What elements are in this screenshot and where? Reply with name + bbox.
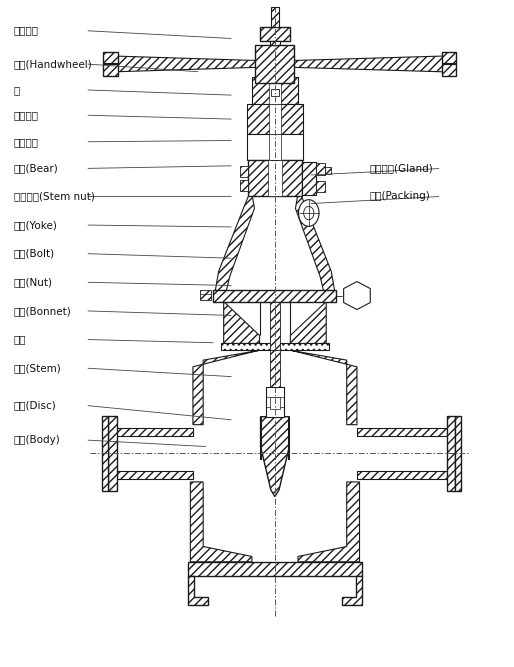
- Bar: [270, 301, 280, 350]
- Polygon shape: [344, 281, 370, 309]
- Polygon shape: [289, 350, 357, 425]
- Polygon shape: [188, 576, 208, 605]
- Bar: [240, 166, 248, 177]
- Polygon shape: [357, 471, 447, 479]
- Polygon shape: [298, 482, 359, 562]
- Polygon shape: [290, 301, 326, 344]
- Bar: [270, 350, 280, 417]
- Polygon shape: [221, 344, 329, 350]
- Polygon shape: [116, 471, 193, 479]
- Polygon shape: [188, 562, 362, 576]
- Bar: [252, 77, 298, 104]
- Bar: [247, 134, 303, 161]
- Text: 锁紧螺母: 锁紧螺母: [13, 25, 39, 35]
- Bar: [455, 416, 461, 491]
- Polygon shape: [108, 416, 117, 491]
- Text: 手轮(Handwheel): 手轮(Handwheel): [13, 59, 92, 69]
- Bar: [269, 134, 281, 161]
- Text: 轴承(Bear): 轴承(Bear): [13, 163, 58, 173]
- Bar: [213, 289, 337, 301]
- Text: 填料压盖(Gland): 填料压盖(Gland): [370, 163, 433, 173]
- Bar: [268, 161, 282, 196]
- Polygon shape: [447, 416, 455, 491]
- Bar: [240, 180, 248, 191]
- Circle shape: [304, 206, 314, 219]
- Bar: [255, 45, 295, 83]
- Bar: [203, 436, 347, 471]
- Bar: [266, 387, 284, 417]
- Polygon shape: [342, 576, 362, 605]
- Bar: [248, 161, 302, 196]
- Text: 螺母(Nut): 螺母(Nut): [13, 277, 52, 287]
- Bar: [271, 89, 279, 96]
- Circle shape: [299, 199, 319, 226]
- Text: 阀体(Body): 阀体(Body): [13, 435, 60, 445]
- Bar: [316, 163, 325, 175]
- Text: 轴承压套: 轴承压套: [13, 110, 39, 120]
- Bar: [270, 398, 280, 410]
- Polygon shape: [111, 56, 260, 72]
- Text: 键: 键: [13, 85, 20, 95]
- Text: 填料(Packing): 填料(Packing): [370, 191, 431, 201]
- Bar: [270, 41, 280, 45]
- Bar: [260, 27, 290, 41]
- Text: 支架(Yoke): 支架(Yoke): [13, 220, 58, 230]
- Text: 螺栓(Bolt): 螺栓(Bolt): [13, 249, 54, 259]
- Text: 垫片: 垫片: [13, 334, 26, 344]
- Bar: [102, 416, 108, 491]
- Polygon shape: [224, 301, 260, 344]
- Bar: [247, 104, 303, 134]
- Bar: [199, 289, 211, 299]
- Bar: [269, 104, 281, 134]
- Bar: [117, 436, 357, 471]
- Bar: [271, 7, 279, 27]
- Polygon shape: [296, 196, 337, 301]
- Bar: [269, 77, 281, 104]
- Bar: [302, 162, 316, 195]
- Polygon shape: [213, 196, 254, 301]
- Bar: [442, 52, 456, 76]
- Polygon shape: [290, 56, 447, 72]
- Polygon shape: [190, 482, 252, 562]
- Polygon shape: [193, 350, 261, 425]
- Text: 阀板(Disc): 阀板(Disc): [13, 400, 56, 410]
- Text: 阀杆(Stem): 阀杆(Stem): [13, 363, 61, 373]
- Polygon shape: [116, 428, 193, 436]
- Text: 阀杆螺母(Stem nut): 阀杆螺母(Stem nut): [13, 191, 95, 201]
- Bar: [325, 167, 332, 174]
- Text: 阀盖(Bonnet): 阀盖(Bonnet): [13, 306, 71, 316]
- Polygon shape: [261, 417, 289, 496]
- Bar: [103, 52, 118, 76]
- Text: 手轮衬坤: 手轮衬坤: [13, 137, 39, 147]
- Bar: [316, 181, 325, 192]
- Polygon shape: [357, 428, 447, 436]
